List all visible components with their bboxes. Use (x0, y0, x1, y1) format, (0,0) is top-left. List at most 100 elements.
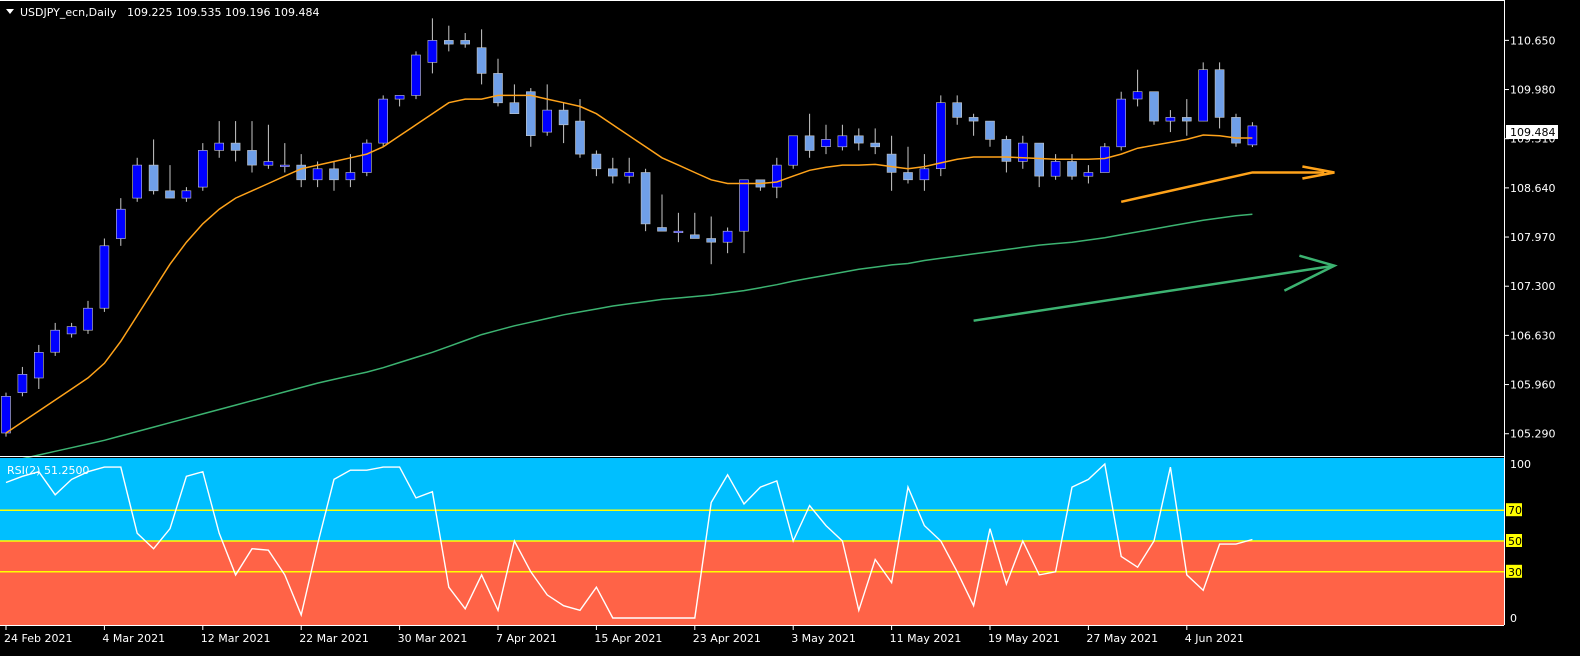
candle[interactable] (542, 84, 553, 136)
candle[interactable] (771, 157, 782, 199)
candle[interactable] (394, 95, 405, 107)
candle[interactable] (1017, 135, 1028, 169)
candle[interactable] (361, 139, 372, 177)
candle[interactable] (1132, 69, 1143, 107)
dropdown-arrow-icon[interactable] (6, 9, 14, 14)
candle-body (198, 150, 208, 188)
candle[interactable] (919, 154, 930, 191)
candle[interactable] (821, 124, 831, 155)
candle[interactable] (853, 128, 864, 151)
candle[interactable] (427, 18, 438, 74)
candle[interactable] (607, 157, 618, 184)
candle[interactable] (132, 157, 142, 202)
green-trend-arrow[interactable] (973, 264, 1335, 322)
candle[interactable] (657, 194, 667, 232)
candle[interactable] (230, 121, 241, 162)
candle[interactable] (17, 366, 28, 397)
candle-body (886, 153, 897, 173)
candle[interactable] (558, 102, 569, 144)
candle[interactable] (575, 99, 585, 158)
date-label: 22 Mar 2021 (299, 632, 369, 645)
candle[interactable] (83, 300, 93, 334)
candle[interactable] (722, 227, 733, 254)
candle[interactable] (493, 58, 503, 107)
date-label: 3 May 2021 (791, 632, 856, 645)
candle[interactable] (886, 135, 897, 191)
candle[interactable] (952, 95, 963, 125)
price-tick-label: 105.960 (1510, 379, 1556, 392)
candle[interactable] (116, 198, 126, 246)
candle[interactable] (33, 344, 44, 389)
candle[interactable] (1214, 62, 1225, 129)
candle[interactable] (99, 238, 110, 312)
candle-body (214, 142, 224, 151)
candle[interactable] (378, 95, 389, 147)
candle-body (312, 168, 323, 181)
candle[interactable] (640, 168, 651, 232)
candle[interactable] (329, 161, 339, 191)
candle[interactable] (1149, 91, 1159, 125)
candle-body (411, 54, 421, 96)
candle[interactable] (1001, 135, 1012, 173)
candle[interactable] (1182, 99, 1192, 136)
candle[interactable] (345, 154, 356, 188)
rsi-pane[interactable]: 70 50 30 (0, 458, 1522, 625)
candle[interactable] (525, 88, 536, 147)
candle[interactable] (263, 124, 274, 169)
candle[interactable] (181, 187, 192, 202)
candle[interactable] (148, 139, 159, 195)
date-label: 4 Jun 2021 (1185, 632, 1244, 645)
candle[interactable] (985, 120, 995, 147)
candle[interactable] (903, 146, 913, 184)
candle[interactable] (1198, 62, 1208, 122)
candle[interactable] (214, 121, 224, 158)
candle-body (296, 164, 307, 181)
candle[interactable] (788, 135, 799, 169)
candle-body (116, 208, 126, 239)
price-pane-background (0, 0, 1504, 455)
candle[interactable] (1034, 142, 1044, 188)
candle-body (476, 47, 487, 74)
candle-body (771, 164, 782, 188)
candle-body (1231, 117, 1241, 144)
candle[interactable] (1247, 122, 1258, 148)
candle[interactable] (689, 212, 700, 239)
candle[interactable] (411, 51, 421, 100)
candle[interactable] (804, 113, 815, 158)
candle-body (509, 102, 520, 114)
candle[interactable] (591, 150, 602, 177)
candle[interactable] (1067, 154, 1077, 180)
candle[interactable] (279, 143, 290, 173)
candle[interactable] (837, 124, 848, 151)
price-pane[interactable] (0, 0, 1504, 464)
candle[interactable] (870, 128, 881, 155)
candle[interactable] (706, 216, 717, 265)
date-label: 23 Apr 2021 (693, 632, 761, 645)
candle-body (1001, 139, 1012, 162)
candle[interactable] (50, 322, 61, 356)
orange-trend-arrow[interactable] (1120, 171, 1325, 204)
candle[interactable] (296, 154, 307, 188)
candle[interactable] (739, 179, 749, 254)
candle-body (493, 73, 503, 104)
candle[interactable] (247, 121, 257, 173)
candle[interactable] (624, 157, 635, 184)
candle[interactable] (1165, 110, 1176, 133)
candle[interactable] (673, 212, 684, 243)
candle[interactable] (66, 322, 77, 338)
candle[interactable] (1116, 91, 1126, 151)
candle[interactable] (460, 33, 471, 48)
candle[interactable] (1050, 154, 1061, 180)
candle-body (525, 91, 536, 136)
candle[interactable] (443, 25, 454, 52)
price-tick-label: 105.290 (1510, 428, 1556, 441)
candle[interactable] (509, 84, 520, 114)
candle[interactable] (165, 165, 175, 199)
candle[interactable] (198, 143, 208, 191)
candle[interactable] (1231, 113, 1241, 147)
candle[interactable] (968, 113, 979, 136)
candle-body (935, 102, 946, 169)
candle[interactable] (476, 29, 487, 85)
candle[interactable] (1083, 165, 1094, 184)
